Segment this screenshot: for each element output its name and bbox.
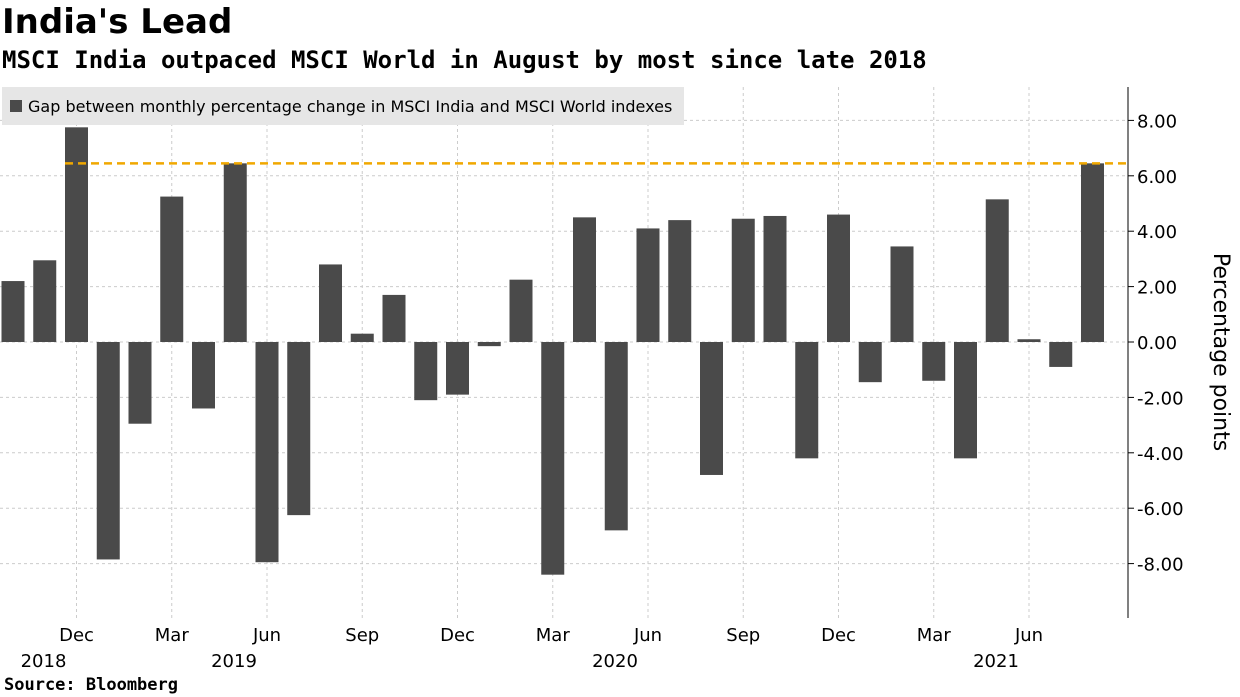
y-tick-label: -6.00: [1137, 499, 1184, 520]
bar-2019-05: [223, 163, 247, 342]
y-tick-label: 4.00: [1137, 222, 1177, 243]
bar-2021-07: [1049, 342, 1073, 367]
x-tick-label: Jun: [633, 625, 662, 646]
bar-2020-05: [604, 342, 628, 531]
legend-swatch: [10, 100, 22, 112]
y-tick-label: 2.00: [1137, 278, 1177, 299]
x-tick-label: Mar: [917, 625, 952, 646]
x-year-label: 2021: [973, 651, 1019, 672]
source-note: Source: Bloomberg: [4, 675, 178, 695]
x-tick-label: Dec: [59, 625, 94, 646]
x-year-label: 2019: [211, 651, 257, 672]
y-tick-label: -4.00: [1137, 444, 1184, 465]
bar-2019-02: [128, 342, 152, 424]
chart-subtitle: MSCI India outpaced MSCI World in August…: [2, 46, 927, 74]
bar-2019-04: [192, 342, 215, 409]
bar-2020-07: [668, 220, 692, 342]
x-tick-label: Dec: [821, 625, 856, 646]
bar-2020-04: [573, 217, 596, 342]
x-tick-label: Mar: [536, 625, 571, 646]
bar-2019-06: [255, 342, 279, 563]
bar-2018-12: [65, 127, 88, 342]
bar-2019-11: [414, 342, 438, 401]
x-year-label: 2020: [592, 651, 638, 672]
x-tick-label: Sep: [345, 625, 379, 646]
bar-2021-06: [1017, 339, 1041, 342]
bar-2020-10: [763, 215, 787, 342]
bar-2019-01: [96, 342, 120, 560]
bar-2020-08: [700, 342, 723, 475]
x-tick-label: Mar: [155, 625, 190, 646]
bar-2019-03: [160, 196, 184, 342]
bar-2020-12: [827, 214, 850, 342]
bar-2019-10: [382, 294, 406, 342]
bar-2020-11: [795, 342, 819, 459]
bar-2021-08: [1081, 163, 1104, 342]
x-tick-label: Dec: [440, 625, 475, 646]
bar-2020-02: [509, 279, 533, 342]
bar-2021-05: [985, 199, 1009, 342]
bar-2020-03: [541, 342, 565, 575]
y-tick-label: -2.00: [1137, 388, 1184, 409]
x-year-label: 2018: [21, 651, 67, 672]
bar-2019-09: [350, 333, 374, 342]
bar-2020-06: [636, 228, 660, 342]
y-tick-label: 0.00: [1137, 333, 1177, 354]
x-tick-label: Sep: [726, 625, 760, 646]
y-tick-label: 8.00: [1137, 111, 1177, 132]
y-axis-title: Percentage points: [1208, 253, 1233, 451]
x-tick-label: Jun: [252, 625, 281, 646]
bar-2020-01: [477, 342, 501, 347]
bar-2021-04: [954, 342, 977, 459]
chart-title: India's Lead: [2, 2, 233, 42]
bar-2019-12: [446, 342, 469, 395]
y-tick-label: -8.00: [1137, 555, 1184, 576]
bar-2020-09: [731, 218, 755, 342]
bar-2019-08: [319, 264, 342, 342]
bar-2018-11: [33, 260, 57, 342]
y-tick-label: 6.00: [1137, 167, 1177, 188]
legend-label: Gap between monthly percentage change in…: [28, 96, 673, 116]
bar-2021-02: [890, 246, 914, 342]
bar-2018-10: [1, 281, 25, 342]
bar-2021-03: [922, 342, 946, 381]
bar-2019-07: [287, 342, 311, 516]
bar-2021-01: [858, 342, 882, 383]
legend: Gap between monthly percentage change in…: [2, 87, 685, 125]
x-tick-label: Jun: [1014, 625, 1043, 646]
